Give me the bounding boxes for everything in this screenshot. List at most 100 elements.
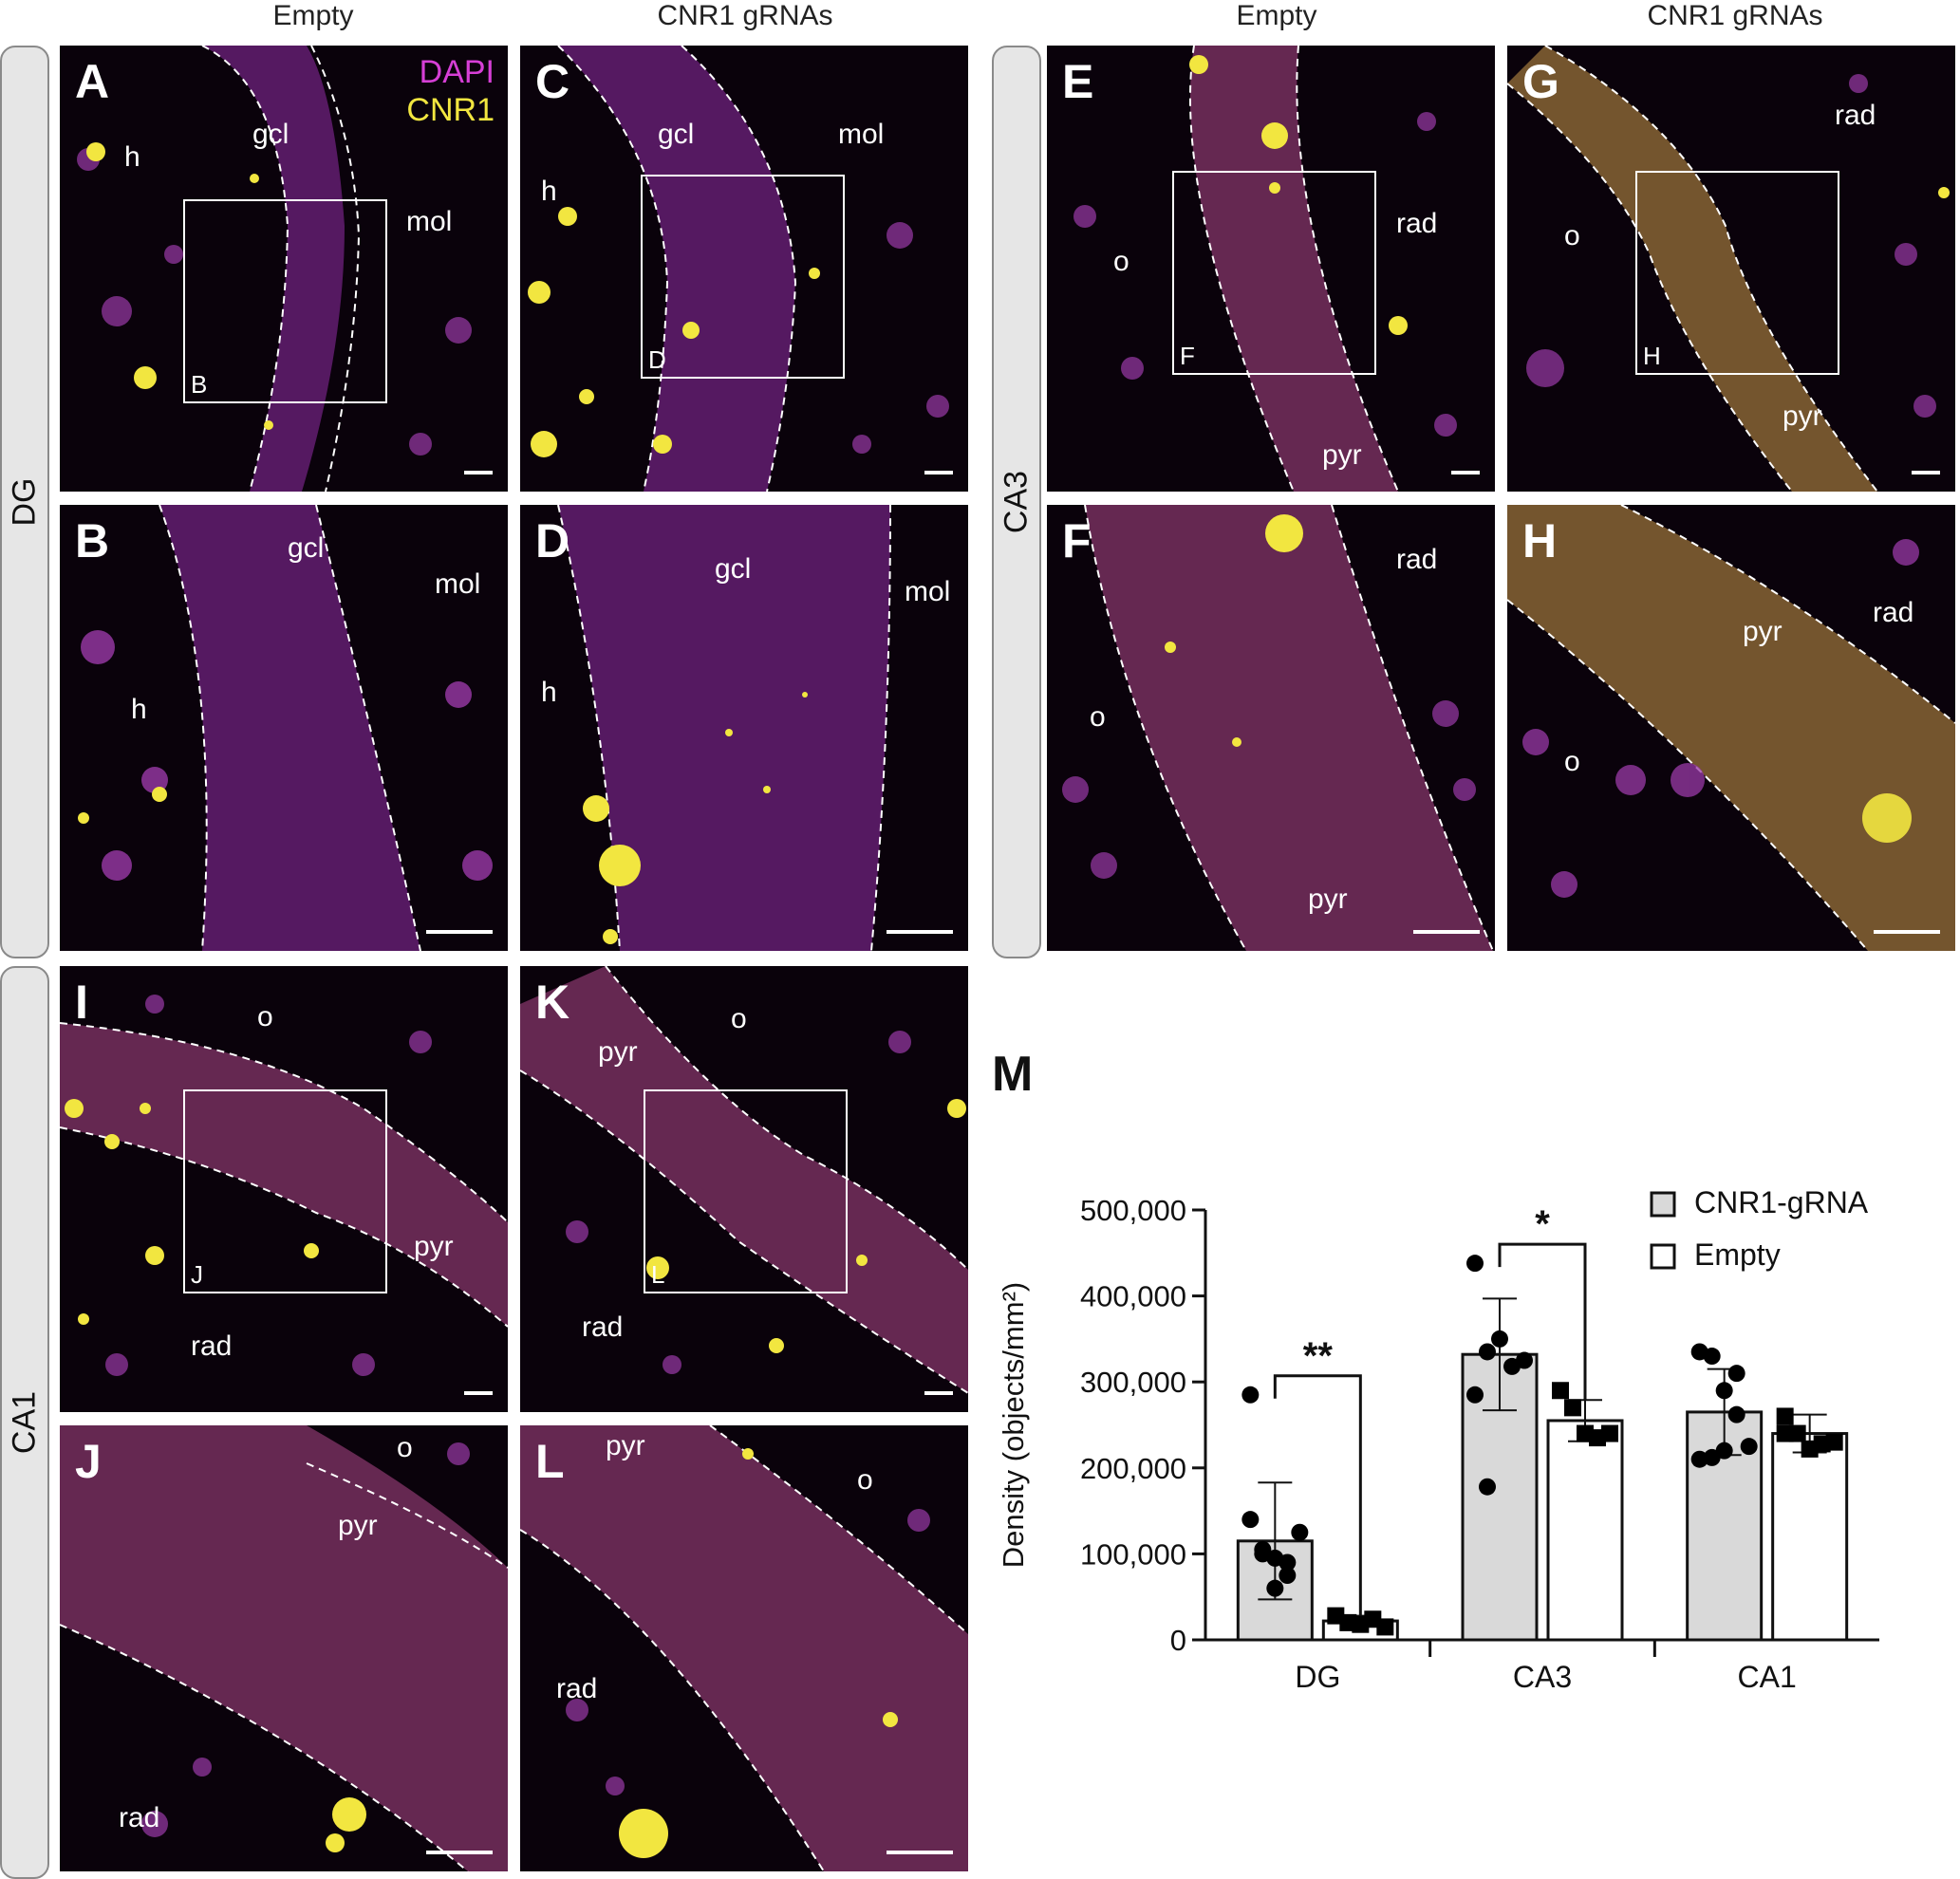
region-label: h xyxy=(541,677,557,708)
micrograph-image-G xyxy=(1507,46,1950,492)
column-label-gRNA-1: CNR1 gRNAs xyxy=(657,0,833,31)
panel-letter-E: E xyxy=(1062,55,1094,108)
micrograph-image-L xyxy=(520,1425,968,1871)
data-point xyxy=(1825,1433,1843,1451)
data-point xyxy=(1279,1553,1297,1572)
micrograph-panel-A: A DAPI CNR1 gcl mol h B xyxy=(60,46,508,492)
legend-cnr1: CNR1 xyxy=(406,92,495,128)
micrograph-image-B xyxy=(78,505,493,951)
micrograph-panel-F: F rad o pyr xyxy=(1047,505,1495,951)
region-label: rad xyxy=(119,1802,160,1833)
y-tick-label: 200,000 xyxy=(1080,1452,1186,1485)
inset-label-D: D xyxy=(648,345,666,374)
significance-label: * xyxy=(1535,1203,1550,1245)
micrograph-panel-B: B gcl mol h xyxy=(60,505,508,951)
y-tick-label: 300,000 xyxy=(1080,1366,1186,1399)
scale-bar xyxy=(887,930,953,934)
region-label: pyr xyxy=(598,1036,638,1068)
panel-letter-G: G xyxy=(1522,55,1559,108)
data-point xyxy=(1564,1399,1581,1417)
legend-swatch xyxy=(1650,1191,1676,1218)
region-label: gcl xyxy=(715,553,752,585)
significance-bracket xyxy=(1273,1374,1362,1616)
density-bar-chart: 0 100,000 200,000 300,000 400,000 500,000 Dens… xyxy=(997,1185,1879,1694)
micrograph-panel-H: H pyr rad o xyxy=(1507,505,1955,951)
significance-label: ** xyxy=(1303,1335,1334,1377)
micrograph-panel-J: J o pyr rad xyxy=(60,1425,508,1871)
scale-bar xyxy=(924,471,953,474)
bar xyxy=(1771,1432,1849,1642)
data-point xyxy=(1776,1424,1794,1442)
region-label: h xyxy=(124,141,140,173)
scale-bar xyxy=(1912,471,1940,474)
legend-swatch xyxy=(1650,1243,1676,1270)
side-tab-ca3-label: CA3 xyxy=(998,470,1035,534)
side-tab-ca3: CA3 xyxy=(992,46,1041,958)
region-label: pyr xyxy=(1308,884,1348,915)
legend-label: CNR1-gRNA xyxy=(1694,1185,1869,1219)
region-label: mol xyxy=(406,206,453,237)
micrograph-panel-L: L pyr o rad xyxy=(520,1425,968,1871)
data-point xyxy=(1715,1442,1733,1460)
inset-box-B: B xyxy=(183,199,387,403)
inset-box-L: L xyxy=(644,1089,848,1293)
panel-letter-L: L xyxy=(535,1435,565,1488)
panel-letter-B: B xyxy=(75,514,110,567)
region-label: gcl xyxy=(252,119,289,150)
inset-label-J: J xyxy=(191,1260,203,1289)
micrograph-panel-D: D gcl mol h xyxy=(520,505,968,951)
panel-letter-D: D xyxy=(535,514,570,567)
data-point xyxy=(1727,1405,1745,1423)
y-tick-label: 500,000 xyxy=(1080,1194,1186,1227)
scale-bar xyxy=(924,1391,953,1395)
inset-label-B: B xyxy=(191,370,208,399)
scale-bar xyxy=(1874,930,1940,934)
bar xyxy=(1546,1419,1624,1642)
scale-bar xyxy=(426,930,493,934)
inset-label-L: L xyxy=(651,1260,665,1289)
inset-label-H: H xyxy=(1643,342,1661,370)
column-label-empty-2: Empty xyxy=(1236,0,1317,31)
side-tab-dg: DG xyxy=(0,46,49,958)
region-label: o xyxy=(1113,246,1129,277)
x-tick-label: DG xyxy=(1295,1660,1340,1694)
micrograph-image-A xyxy=(77,46,472,492)
inset-box-H: H xyxy=(1635,171,1839,375)
micrograph-image-D xyxy=(557,505,891,951)
x-tick-label: CA3 xyxy=(1513,1660,1572,1694)
stain-legend: DAPI CNR1 xyxy=(406,53,495,129)
significance-bracket xyxy=(1498,1242,1587,1401)
region-label: mol xyxy=(905,576,951,607)
region-label: o xyxy=(1564,220,1580,251)
region-label: gcl xyxy=(658,119,695,150)
data-point xyxy=(1479,1478,1496,1496)
region-label: h xyxy=(541,176,557,207)
region-label: o xyxy=(731,1003,747,1034)
micrograph-panel-G: G rad o pyr H xyxy=(1507,46,1955,492)
region-label: mol xyxy=(838,119,885,150)
data-point xyxy=(1279,1567,1297,1585)
column-label-gRNA-2: CNR1 gRNAs xyxy=(1647,0,1823,31)
data-point xyxy=(1776,1407,1794,1425)
data-point xyxy=(1254,1545,1272,1563)
scale-bar xyxy=(1413,930,1480,934)
data-point xyxy=(1727,1365,1745,1383)
region-label: gcl xyxy=(288,532,325,564)
data-point xyxy=(1291,1523,1309,1541)
region-label: rad xyxy=(1396,544,1438,575)
panel-letter-A: A xyxy=(75,55,110,108)
panel-letter-H: H xyxy=(1522,514,1558,567)
legend-dapi: DAPI xyxy=(419,54,495,90)
region-label: rad xyxy=(191,1330,233,1362)
side-tab-ca1-label: CA1 xyxy=(6,1390,43,1455)
chart-panel-letter: M xyxy=(992,1047,1034,1102)
micrograph-panel-I: I o pyr rad J xyxy=(60,966,508,1412)
scale-bar xyxy=(1451,471,1480,474)
scale-bar xyxy=(464,471,493,474)
inset-label-F: F xyxy=(1180,342,1195,370)
micrograph-image-C xyxy=(528,46,949,492)
region-label: mol xyxy=(435,568,481,600)
y-tick-label: 100,000 xyxy=(1080,1537,1186,1571)
region-label: rad xyxy=(1396,208,1438,239)
region-label: o xyxy=(397,1432,413,1463)
